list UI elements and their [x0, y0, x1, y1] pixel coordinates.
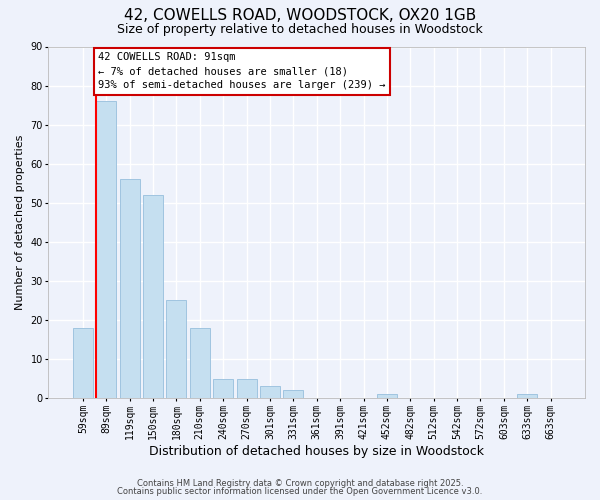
Bar [283, 390, 303, 398]
Bar [517, 394, 537, 398]
Bar [166, 300, 187, 398]
Text: Contains HM Land Registry data © Crown copyright and database right 2025.: Contains HM Land Registry data © Crown c… [137, 478, 463, 488]
Bar [96, 101, 116, 398]
Text: Size of property relative to detached houses in Woodstock: Size of property relative to detached ho… [117, 22, 483, 36]
Bar [377, 394, 397, 398]
Text: 42, COWELLS ROAD, WOODSTOCK, OX20 1GB: 42, COWELLS ROAD, WOODSTOCK, OX20 1GB [124, 8, 476, 22]
X-axis label: Distribution of detached houses by size in Woodstock: Distribution of detached houses by size … [149, 444, 484, 458]
Text: 42 COWELLS ROAD: 91sqm
← 7% of detached houses are smaller (18)
93% of semi-deta: 42 COWELLS ROAD: 91sqm ← 7% of detached … [98, 52, 386, 90]
Bar [73, 328, 93, 398]
Bar [260, 386, 280, 398]
Bar [119, 180, 140, 398]
Text: Contains public sector information licensed under the Open Government Licence v3: Contains public sector information licen… [118, 487, 482, 496]
Bar [236, 378, 257, 398]
Bar [143, 195, 163, 398]
Bar [213, 378, 233, 398]
Bar [190, 328, 210, 398]
Y-axis label: Number of detached properties: Number of detached properties [15, 134, 25, 310]
